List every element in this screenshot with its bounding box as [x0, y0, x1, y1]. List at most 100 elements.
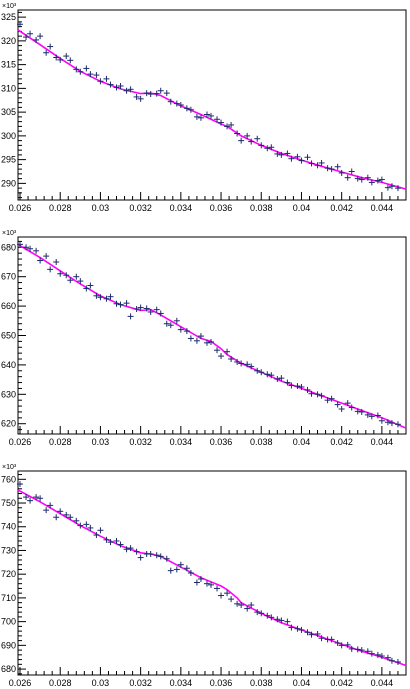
data-point [17, 21, 24, 28]
data-point [107, 81, 114, 88]
data-point [298, 383, 305, 390]
data-point [234, 600, 241, 607]
data-point [274, 376, 281, 383]
data-point [238, 137, 245, 144]
data-point [183, 105, 190, 112]
data-point [308, 160, 315, 167]
data-point [214, 585, 221, 592]
data-point [133, 306, 140, 313]
y-tick-label: 640 [1, 360, 16, 370]
data-point [167, 322, 174, 329]
data-point [57, 508, 64, 515]
data-point [338, 169, 345, 176]
y-tick-label: 305 [1, 107, 16, 117]
data-point [388, 420, 395, 427]
y-tick-label: 670 [1, 272, 16, 282]
data-point [318, 635, 325, 642]
data-point [133, 93, 140, 100]
data-point [153, 552, 160, 559]
data-point [304, 154, 311, 161]
data-point [318, 392, 325, 399]
y-tick-label: 660 [1, 301, 16, 311]
plot-frame [17, 470, 407, 676]
data-point [284, 150, 291, 157]
data-point [308, 631, 315, 638]
data-point [218, 119, 225, 126]
x-tick-label: 0.028 [49, 678, 72, 688]
data-point [47, 43, 54, 50]
data-point [163, 90, 170, 97]
data-point [328, 395, 335, 402]
data-point [268, 372, 275, 379]
data-point [258, 369, 265, 376]
data-point [97, 78, 104, 85]
data-point [244, 132, 251, 139]
data-point [248, 138, 255, 145]
data-point [183, 328, 190, 335]
data-point [123, 546, 130, 553]
data-point [63, 511, 70, 518]
data-point [73, 517, 80, 524]
data-point [334, 163, 341, 170]
data-point [127, 86, 134, 93]
data-point [238, 360, 245, 367]
data-point [258, 610, 265, 617]
x-tick-label: 0.028 [49, 203, 72, 213]
data-point [43, 253, 50, 260]
data-point [63, 272, 70, 279]
data-point [23, 244, 30, 251]
data-point [137, 304, 144, 311]
data-point [163, 320, 170, 327]
data-point [264, 145, 271, 152]
y-tick-label: 690 [1, 640, 16, 650]
data-point [103, 75, 110, 82]
data-point [147, 91, 154, 98]
data-point [77, 522, 84, 529]
data-point [167, 567, 174, 574]
data-point [187, 106, 194, 113]
data-point [284, 618, 291, 625]
data-point [364, 174, 371, 181]
y-tick-label: 730 [1, 545, 16, 555]
x-tick-label: 0.034 [170, 203, 193, 213]
data-point [87, 282, 94, 289]
y-tick-label: 620 [1, 419, 16, 429]
data-point [167, 98, 174, 105]
data-point [27, 245, 34, 252]
data-point [23, 494, 30, 501]
data-point [163, 555, 170, 562]
data-point [127, 545, 134, 552]
data-point [238, 602, 245, 609]
y-tick-label: 650 [1, 331, 16, 341]
data-point [384, 184, 391, 191]
y-tick-label: 320 [1, 36, 16, 46]
data-point [278, 617, 285, 624]
data-point [218, 592, 225, 599]
data-point [388, 657, 395, 664]
data-point [77, 68, 84, 75]
data-point [354, 175, 361, 182]
data-point [73, 66, 80, 73]
data-point [87, 524, 94, 531]
data-point [143, 90, 150, 97]
x-tick-label: 0.032 [129, 437, 152, 447]
chart-middle: 0.026 0.028 0.03 0.032 0.034 0.036 0.038 0.04 0.… [1, 230, 407, 447]
x-tick-label: 0.032 [129, 203, 152, 213]
x-tick-label: 0.044 [371, 678, 394, 688]
x-tick-label: 0.044 [371, 203, 394, 213]
data-point [268, 144, 275, 151]
data-point [384, 654, 391, 661]
data-point [23, 34, 30, 41]
data-point [83, 521, 90, 528]
data-point [268, 614, 275, 621]
data-point [318, 159, 325, 166]
fit-curve [17, 489, 407, 667]
data-point [294, 153, 301, 160]
plot-frame [17, 9, 407, 201]
data-point [27, 497, 34, 504]
x-tick-label: 0.028 [49, 437, 72, 447]
data-point [47, 266, 54, 273]
data-point [338, 406, 345, 413]
data-point [374, 177, 381, 184]
y-tick-label: 750 [1, 498, 16, 508]
